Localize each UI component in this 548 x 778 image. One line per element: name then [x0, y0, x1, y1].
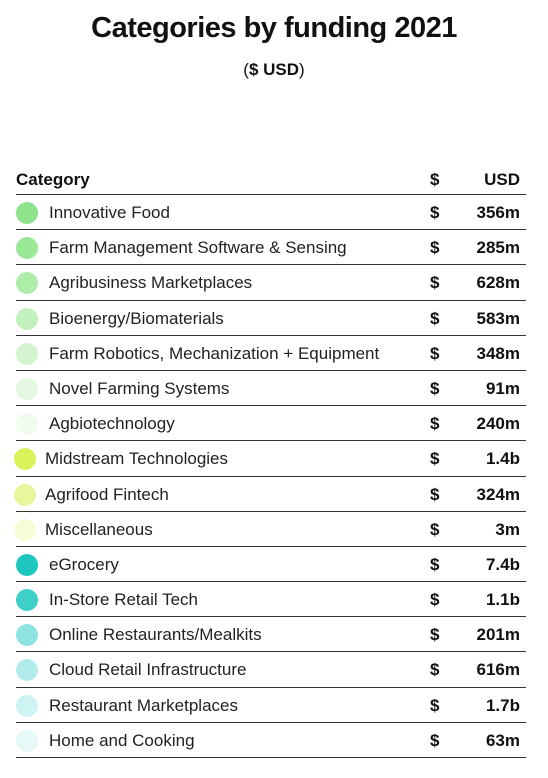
table-row: Agbiotechnology $240m — [16, 406, 526, 442]
subtitle-currency: $ USD — [248, 60, 300, 79]
category-color-dot — [16, 589, 38, 612]
category-label: Novel Farming Systems — [49, 378, 230, 398]
currency-symbol: $ — [430, 730, 440, 750]
funding-value: 7.4b — [485, 554, 520, 574]
category-label: In-Store Retail Tech — [49, 590, 198, 610]
currency-symbol: $ — [430, 414, 440, 434]
category-label: Midstream Technologies — [45, 449, 228, 469]
table-row: Farm Robotics, Mechanization + Equipment… — [16, 336, 526, 371]
category-label: Restaurant Marketplaces — [49, 695, 238, 715]
table-row: Innovative Food $356m — [16, 195, 526, 231]
funding-value: 1.1b — [485, 590, 520, 610]
category-color-dot — [16, 659, 38, 682]
funding-value: 285m — [476, 238, 520, 258]
table-row: Agrifood Fintech $324m — [14, 477, 526, 512]
table-row: Miscellaneous $3m — [14, 512, 526, 547]
funding-value: 324m — [476, 484, 520, 504]
currency-symbol: $ — [430, 554, 440, 574]
category-color-dot — [16, 553, 38, 576]
table-row: Restaurant Marketplaces $1.7b — [16, 688, 526, 723]
table-row: Farm Management Software & Sensing $285m — [16, 230, 526, 266]
funding-value: 348m — [476, 343, 520, 363]
chart-title: Categories by funding 2021 — [91, 12, 457, 44]
category-color-dot — [14, 483, 36, 506]
category-label: Cloud Retail Infrastructure — [49, 660, 247, 680]
funding-table: Category $ USD Innovative Food $356m Farm … — [14, 165, 526, 758]
category-label: Agribusiness Marketplaces — [49, 273, 253, 293]
category-label: Bioenergy/Biomaterials — [49, 308, 224, 328]
funding-value: 3m — [495, 519, 520, 539]
currency-symbol: $ — [430, 695, 440, 715]
currency-symbol: $ — [430, 238, 440, 258]
header-currency: $ — [430, 170, 440, 189]
funding-value: 583m — [476, 308, 520, 328]
currency-symbol: $ — [430, 484, 440, 504]
currency-symbol: $ — [430, 308, 440, 328]
category-color-dot — [14, 518, 36, 541]
category-label: Farm Management Software & Sensing — [49, 238, 347, 258]
funding-value: 356m — [476, 203, 520, 222]
funding-value: 240m — [476, 414, 520, 434]
table-row: Cloud Retail Infrastructure $616m — [16, 652, 526, 688]
category-color-dot — [16, 272, 38, 295]
category-label: Home and Cooking — [49, 730, 195, 750]
currency-symbol: $ — [430, 343, 440, 363]
subtitle-close: ) — [299, 60, 305, 79]
funding-value: 1.4b — [485, 449, 520, 469]
category-color-dot — [16, 342, 38, 365]
header-category: Category — [16, 170, 90, 189]
funding-value: 63m — [485, 730, 520, 750]
funding-value: 616m — [476, 660, 520, 680]
category-label: Miscellaneous — [45, 519, 153, 539]
category-color-dot — [16, 202, 38, 224]
category-color-dot — [14, 448, 36, 471]
category-label: Innovative Food — [49, 203, 170, 222]
category-color-dot — [16, 729, 38, 752]
subtitle-open: ( — [243, 60, 249, 79]
table-header: Category $ USD — [16, 165, 526, 195]
category-label: Online Restaurants/Mealkits — [49, 625, 262, 645]
currency-symbol: $ — [430, 203, 440, 222]
table-row: Agribusiness Marketplaces $628m — [16, 265, 526, 301]
header-usd: USD — [484, 170, 520, 189]
table-row: Online Restaurants/Mealkits $201m — [16, 617, 526, 653]
table-row: In-Store Retail Tech $1.1b — [16, 582, 526, 618]
category-color-dot — [16, 413, 38, 436]
table-row: Midstream Technologies $1.4b — [14, 441, 526, 477]
category-label: Agrifood Fintech — [45, 484, 169, 504]
category-color-dot — [16, 377, 38, 400]
table-body: Innovative Food $356m Farm Management Soft… — [14, 195, 526, 758]
category-color-dot — [16, 624, 38, 647]
table-row: eGrocery $7.4b — [16, 547, 526, 583]
chart-subtitle: ($ USD) — [0, 60, 548, 80]
table-row: Bioenergy/Biomaterials $583m — [16, 301, 526, 336]
currency-symbol: $ — [430, 519, 440, 539]
funding-value: 91m — [485, 378, 520, 398]
category-label: eGrocery — [49, 554, 119, 574]
currency-symbol: $ — [430, 590, 440, 610]
category-color-dot — [16, 307, 38, 330]
funding-value: 201m — [476, 625, 520, 645]
funding-value: 1.7b — [485, 695, 520, 715]
currency-symbol: $ — [430, 273, 440, 293]
table-row: Home and Cooking $63m — [16, 723, 526, 758]
currency-symbol: $ — [430, 378, 440, 398]
table-row: Novel Farming Systems $91m — [16, 371, 526, 407]
currency-symbol: $ — [430, 449, 440, 469]
category-color-dot — [16, 237, 38, 260]
category-color-dot — [16, 694, 38, 717]
category-label: Farm Robotics, Mechanization + Equipment — [49, 343, 380, 363]
currency-symbol: $ — [430, 660, 440, 680]
funding-value: 628m — [476, 273, 520, 293]
category-label: Agbiotechnology — [49, 414, 175, 434]
currency-symbol: $ — [430, 625, 440, 645]
